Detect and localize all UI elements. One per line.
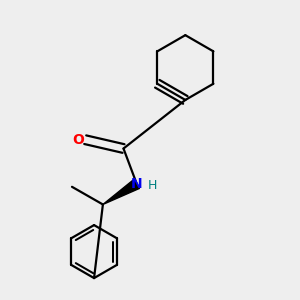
Text: O: O — [72, 133, 84, 147]
Text: N: N — [131, 177, 142, 191]
Text: H: H — [147, 179, 157, 192]
Polygon shape — [103, 179, 140, 205]
